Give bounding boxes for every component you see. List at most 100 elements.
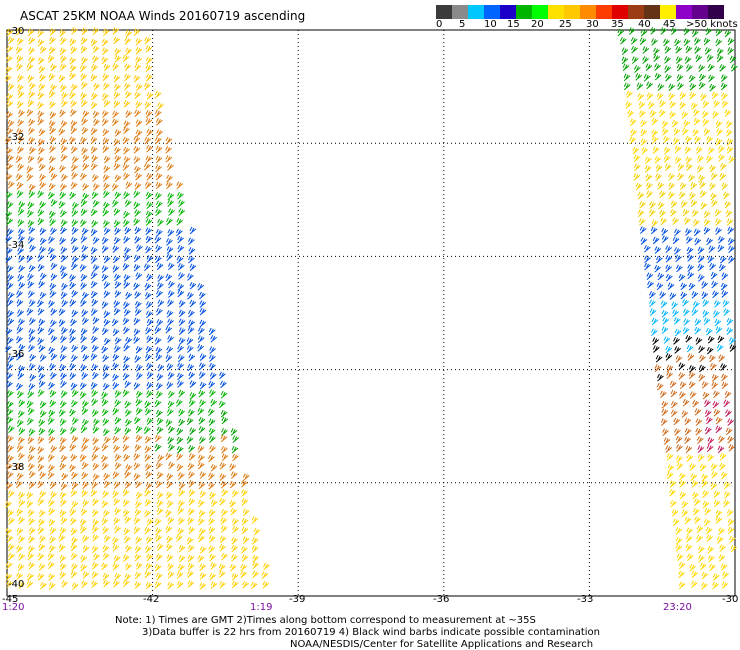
wind-barb <box>18 255 25 263</box>
wind-barb <box>199 381 207 390</box>
wind-barb <box>113 579 120 588</box>
wind-barb <box>209 553 216 562</box>
wind-barb <box>134 109 141 118</box>
wind-barb <box>621 56 629 65</box>
wind-barb <box>90 74 98 82</box>
wind-barb <box>156 282 164 290</box>
wind-barb <box>27 209 34 218</box>
wind-barb <box>37 91 45 100</box>
wind-barb <box>71 344 79 353</box>
wind-barb <box>134 508 142 517</box>
wind-barb <box>37 552 45 561</box>
wind-barb <box>674 156 682 165</box>
wind-barb <box>123 126 130 135</box>
wind-barb <box>716 54 724 63</box>
wind-barb <box>37 446 45 455</box>
wind-barb <box>199 563 206 571</box>
wind-barb <box>644 262 651 271</box>
wind-barb <box>39 227 47 236</box>
wind-barb <box>696 534 703 543</box>
wind-barb <box>145 545 152 554</box>
wind-barb <box>58 544 66 552</box>
wind-barb <box>18 281 26 290</box>
wind-barb <box>652 236 660 245</box>
wind-barb <box>695 146 703 154</box>
wind-barb <box>48 428 55 436</box>
wind-barb <box>92 473 100 482</box>
wind-barb <box>699 354 706 363</box>
wind-barb <box>728 155 736 164</box>
wind-barb <box>187 237 195 246</box>
wind-barb <box>58 200 66 209</box>
wind-barb <box>626 90 633 99</box>
wind-barb <box>690 580 698 589</box>
wind-barb <box>48 544 56 553</box>
wind-barb <box>90 136 98 144</box>
wind-barb <box>706 346 714 355</box>
wind-barb <box>717 445 725 454</box>
wind-barb <box>693 219 700 227</box>
wind-barb <box>712 581 719 590</box>
wind-barb <box>167 371 175 380</box>
wind-barb <box>621 47 629 55</box>
wind-barb <box>59 29 67 37</box>
wind-barb <box>28 344 35 352</box>
colorbar-segment-11 <box>612 5 628 19</box>
wind-barb <box>720 471 728 480</box>
wind-barb <box>697 445 705 453</box>
wind-barb <box>186 536 194 545</box>
wind-barb <box>103 290 111 298</box>
wind-barb <box>221 552 228 561</box>
wind-barb <box>122 488 130 497</box>
wind-barb <box>79 454 87 462</box>
wind-barb <box>198 509 206 518</box>
wind-barb <box>209 372 217 380</box>
wind-barb <box>676 553 684 562</box>
wind-barb <box>133 263 141 272</box>
wind-barb <box>691 308 699 316</box>
wind-barb <box>145 210 153 219</box>
wind-barb <box>165 273 173 282</box>
wind-barb <box>683 27 691 36</box>
wind-barb <box>60 254 68 263</box>
wind-barb <box>197 335 205 343</box>
wind-barb <box>59 47 67 56</box>
wind-barb <box>69 508 77 516</box>
wind-barb <box>146 553 154 562</box>
wind-barb <box>187 544 195 553</box>
wind-barb <box>675 544 683 552</box>
wind-barb <box>114 174 122 183</box>
wind-barb <box>672 236 680 245</box>
wind-barb <box>29 373 37 382</box>
wind-barb <box>39 201 47 209</box>
wind-barb <box>167 290 175 298</box>
wind-barb <box>37 389 45 397</box>
wind-barb <box>5 136 12 145</box>
wind-barb <box>7 455 14 463</box>
wind-barb <box>189 380 197 388</box>
colorbar-label-5: 5 <box>459 19 466 30</box>
wind-barb <box>220 409 228 418</box>
wind-barb <box>27 436 35 445</box>
wind-barb <box>648 208 656 217</box>
wind-barb <box>718 145 725 153</box>
wind-barb <box>700 190 707 198</box>
wind-barb <box>703 518 711 527</box>
wind-barb <box>627 109 635 118</box>
wind-barb <box>671 301 679 310</box>
wind-barb <box>155 480 163 489</box>
wind-barb <box>155 200 163 209</box>
wind-barb <box>16 173 23 181</box>
wind-barb <box>5 561 13 570</box>
wind-barb <box>673 128 681 136</box>
wind-barb <box>680 291 688 300</box>
wind-barb <box>220 390 228 399</box>
wind-barb <box>18 552 26 561</box>
wind-barb <box>145 353 152 362</box>
wind-barb <box>29 146 36 155</box>
wind-barb <box>696 525 704 534</box>
wind-barb <box>664 163 672 171</box>
wind-barb <box>155 172 163 181</box>
wind-barb <box>166 480 174 489</box>
wind-barb <box>661 408 669 416</box>
